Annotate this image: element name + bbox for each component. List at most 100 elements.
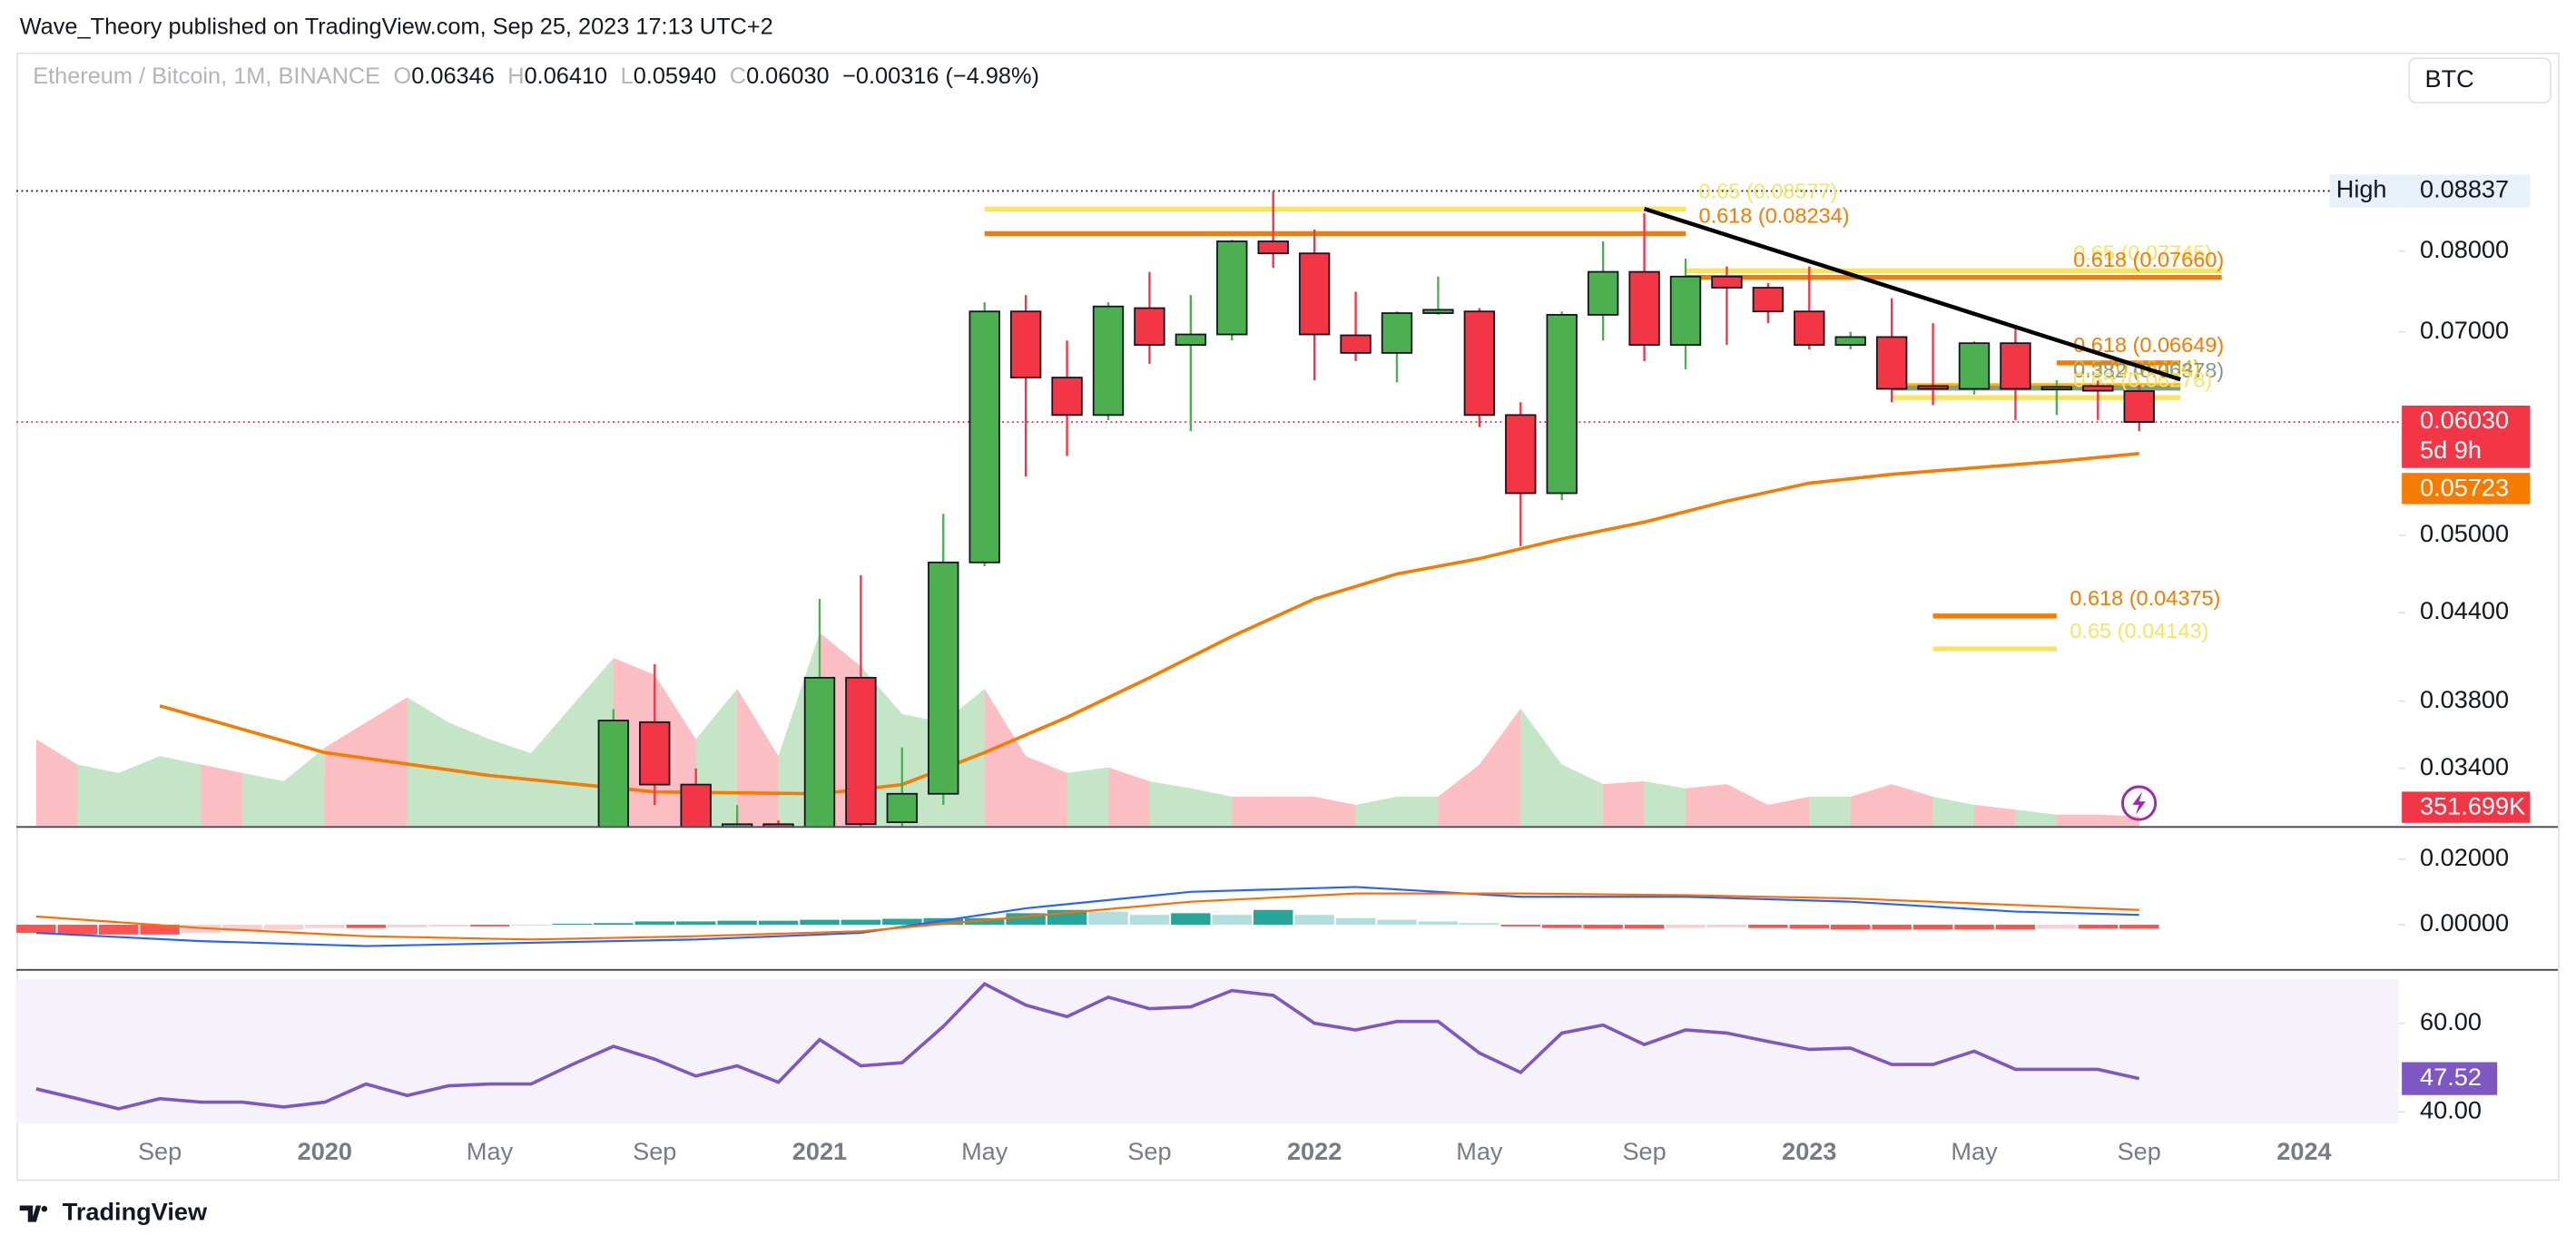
trendline xyxy=(1643,206,2181,382)
legend-key: L xyxy=(621,64,634,89)
volume-area xyxy=(1355,797,1397,827)
rsi-tick-label: 40.00 xyxy=(2420,1096,2482,1124)
macd-histogram xyxy=(1624,925,1665,929)
alert-bolt xyxy=(2132,791,2146,815)
x-tick-label: Sep xyxy=(1622,1137,1666,1165)
x-tick-label: 2021 xyxy=(792,1137,847,1165)
rsi-tick-label: 60.00 xyxy=(2420,1007,2482,1035)
macd-histogram xyxy=(140,925,180,935)
volume-area xyxy=(1644,781,1686,827)
volume-area xyxy=(1850,784,1893,827)
macd-histogram xyxy=(1253,909,1293,926)
y-tick-label: 0.04400 xyxy=(2420,596,2509,624)
candle-body xyxy=(639,721,671,786)
macd-histogram xyxy=(2078,925,2119,929)
macd-tick-label: 0.00000 xyxy=(2420,908,2509,936)
macd-histogram xyxy=(511,925,551,926)
volume-area xyxy=(2015,809,2057,827)
x-tick-label: Sep xyxy=(1127,1137,1171,1165)
alert-icon[interactable] xyxy=(2121,785,2158,821)
macd-histogram xyxy=(758,920,799,926)
volume-area xyxy=(160,756,202,827)
candle-body xyxy=(1794,310,1825,347)
footer-brand: TradingView xyxy=(63,1198,208,1226)
candle-body xyxy=(1834,336,1866,347)
candle-body xyxy=(762,823,794,827)
candle-body xyxy=(1051,377,1083,417)
price-label-note: 5d 9h xyxy=(2420,436,2482,464)
macd-histogram xyxy=(263,925,304,930)
macd-histogram xyxy=(1872,925,1912,930)
candle-body xyxy=(2082,385,2114,392)
legend-key: C xyxy=(730,64,746,89)
candle-body xyxy=(1669,275,1702,347)
candle-body xyxy=(1546,314,1578,495)
signal-line xyxy=(35,892,2139,941)
rsi-band xyxy=(16,978,2399,1124)
candle-body xyxy=(1092,305,1125,417)
volume-area xyxy=(1026,756,1067,827)
legend-value: 0.06410 xyxy=(525,64,608,89)
x-tick-label: May xyxy=(1456,1137,1503,1165)
candle-body xyxy=(1009,310,1042,378)
macd-histogram xyxy=(1129,915,1170,926)
macd-histogram xyxy=(552,923,593,926)
volume-area xyxy=(1232,797,1273,827)
candle-body xyxy=(1298,252,1331,336)
volume-area xyxy=(1479,708,1521,827)
legend-key: H xyxy=(507,64,524,89)
price-label-box xyxy=(2402,473,2531,505)
y-tick-label: 0.08000 xyxy=(2420,235,2509,263)
legend-value: 0.06346 xyxy=(411,64,495,89)
volume-area xyxy=(118,756,161,827)
fib-label: 0.65 (0.08577) xyxy=(1698,179,1837,202)
logo-dot xyxy=(41,1205,48,1212)
x-tick-label: May xyxy=(467,1137,514,1165)
volume-area xyxy=(1190,788,1233,827)
volume-area xyxy=(1767,797,1810,827)
macd-histogram xyxy=(1171,913,1211,926)
volume-area xyxy=(1067,767,1108,827)
macd-histogram xyxy=(1995,925,2036,930)
macd-histogram xyxy=(57,925,97,935)
macd-histogram xyxy=(346,925,386,928)
price-label: 0.06030 xyxy=(2420,406,2509,434)
legend-symbol: Ethereum / Bitcoin, 1M, BINANCE xyxy=(33,64,380,89)
footer-logo xyxy=(19,1205,48,1222)
candle-body xyxy=(803,676,836,827)
x-tick-label: 2024 xyxy=(2276,1137,2331,1165)
macd-histogram xyxy=(2037,925,2077,929)
legend-value: 0.06030 xyxy=(746,64,830,89)
candle-body xyxy=(928,561,959,795)
candle-body xyxy=(1505,414,1537,495)
volume-area xyxy=(241,772,284,827)
macd-histogram xyxy=(964,917,1005,926)
macd-histogram xyxy=(675,921,716,926)
candle-body xyxy=(1216,240,1248,336)
macd-histogram xyxy=(2119,925,2159,929)
y-tick-label: 0.07000 xyxy=(2420,316,2509,344)
volume-area xyxy=(530,705,573,827)
currency-button[interactable] xyxy=(2408,57,2551,104)
volume-area xyxy=(1520,708,1562,827)
volume-area xyxy=(1726,784,1768,827)
legend-key: O xyxy=(394,64,412,89)
logo-mark xyxy=(19,1205,42,1222)
volume-area xyxy=(1314,797,1356,827)
macd-histogram xyxy=(1088,911,1128,926)
candle-body xyxy=(1875,336,1908,390)
candle-body xyxy=(1917,385,1949,390)
macd-histogram xyxy=(1666,925,1706,928)
volume-area xyxy=(1686,784,1727,827)
high-label: High xyxy=(2336,175,2387,203)
macd-line xyxy=(35,886,2139,947)
legend: Ethereum / Bitcoin, 1M, BINANCE O0.06346 H… xyxy=(33,64,1039,89)
macd-histogram xyxy=(98,925,139,935)
macd-histogram xyxy=(428,925,468,926)
x-tick-label: Sep xyxy=(138,1137,182,1165)
macd-tick-label: 0.02000 xyxy=(2420,843,2509,871)
volume-area xyxy=(1974,804,2016,827)
rsi-line xyxy=(35,981,2140,1111)
candle-body xyxy=(721,823,753,827)
legend-value: 0.05940 xyxy=(634,64,717,89)
